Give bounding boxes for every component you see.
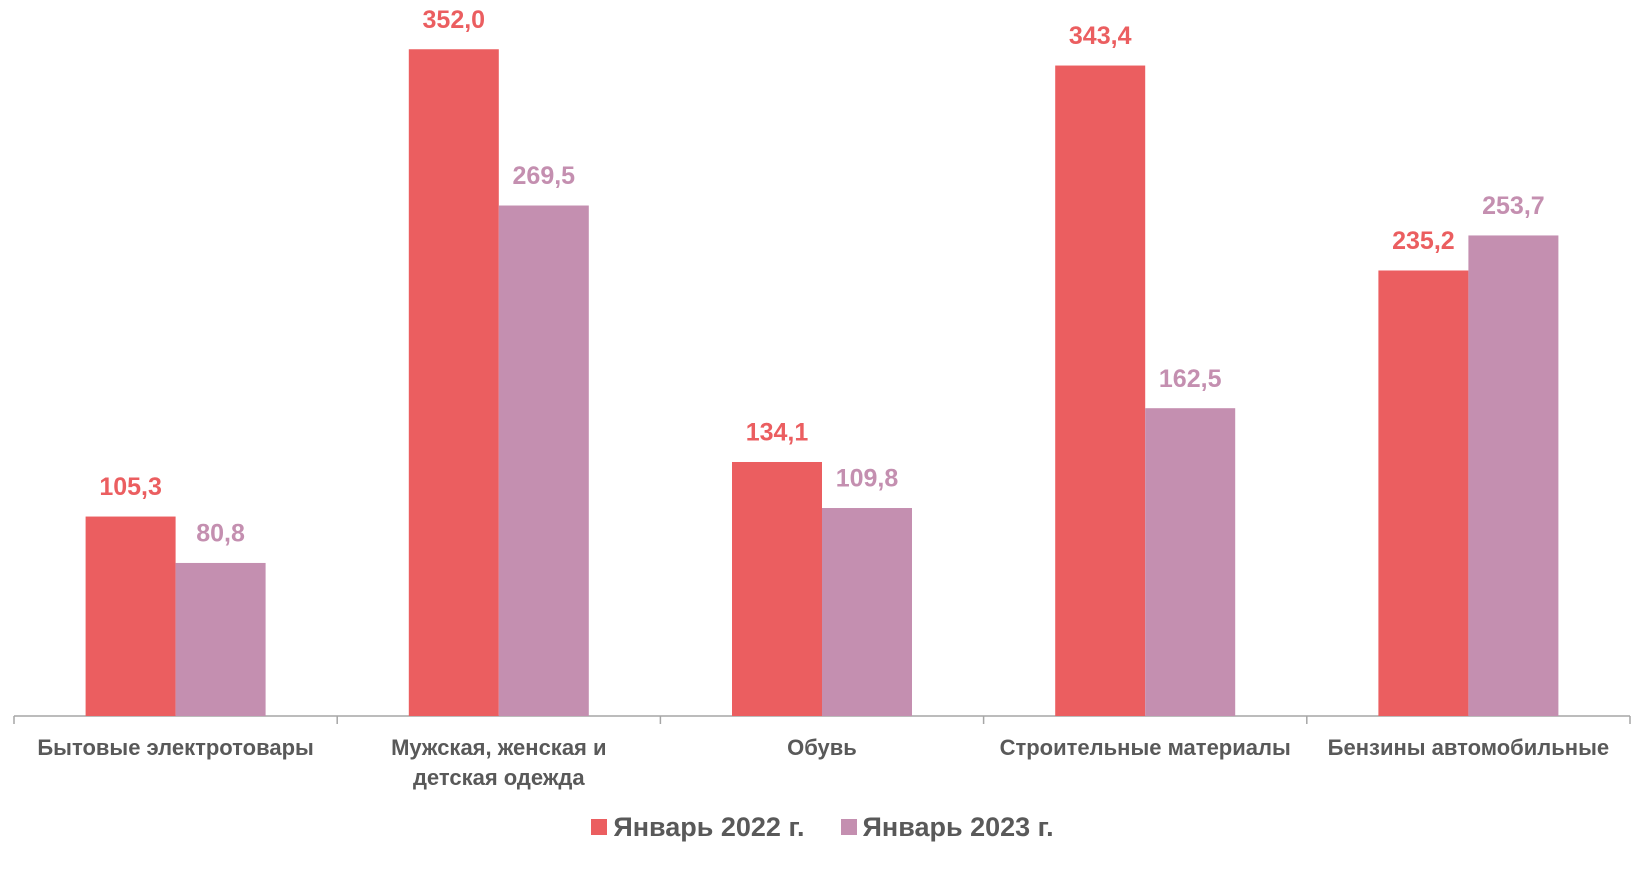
bar (1055, 65, 1146, 716)
bar (175, 562, 266, 716)
legend-label: Январь 2023 г. (862, 812, 1054, 842)
legend-item: Январь 2023 г. (840, 812, 1054, 843)
legend: Январь 2022 г. Январь 2023 г. (0, 812, 1645, 843)
data-label: 134,1 (746, 419, 809, 447)
bar (498, 205, 589, 716)
data-label: 343,4 (1069, 22, 1132, 50)
x-tick-label: Бензины автомобильные (1327, 735, 1610, 760)
data-label: 80,8 (196, 520, 245, 548)
data-label: 253,7 (1482, 192, 1545, 220)
bar (85, 516, 176, 716)
bar (408, 49, 499, 717)
x-tick-label: Бытовые электротовары (37, 735, 314, 760)
bar (1468, 235, 1559, 716)
data-label: 269,5 (513, 162, 576, 190)
bar (822, 508, 912, 716)
legend-swatch (591, 819, 608, 835)
bar (1378, 270, 1469, 716)
x-tick-label: Строительные материалы (999, 735, 1291, 760)
legend-item: Январь 2022 г. (591, 812, 805, 843)
data-label: 105,3 (99, 473, 162, 501)
x-tick-label: Обувь (787, 735, 857, 760)
x-tick-label: Мужская, женская и детская одежда (391, 735, 607, 790)
bar (732, 461, 822, 716)
legend-swatch (840, 819, 857, 835)
data-label: 352,0 (423, 6, 486, 34)
bar (1145, 408, 1236, 716)
data-label: 162,5 (1159, 365, 1222, 393)
data-label: 235,2 (1392, 227, 1455, 255)
data-label: 109,8 (836, 465, 899, 493)
legend-label: Январь 2022 г. (613, 812, 805, 842)
